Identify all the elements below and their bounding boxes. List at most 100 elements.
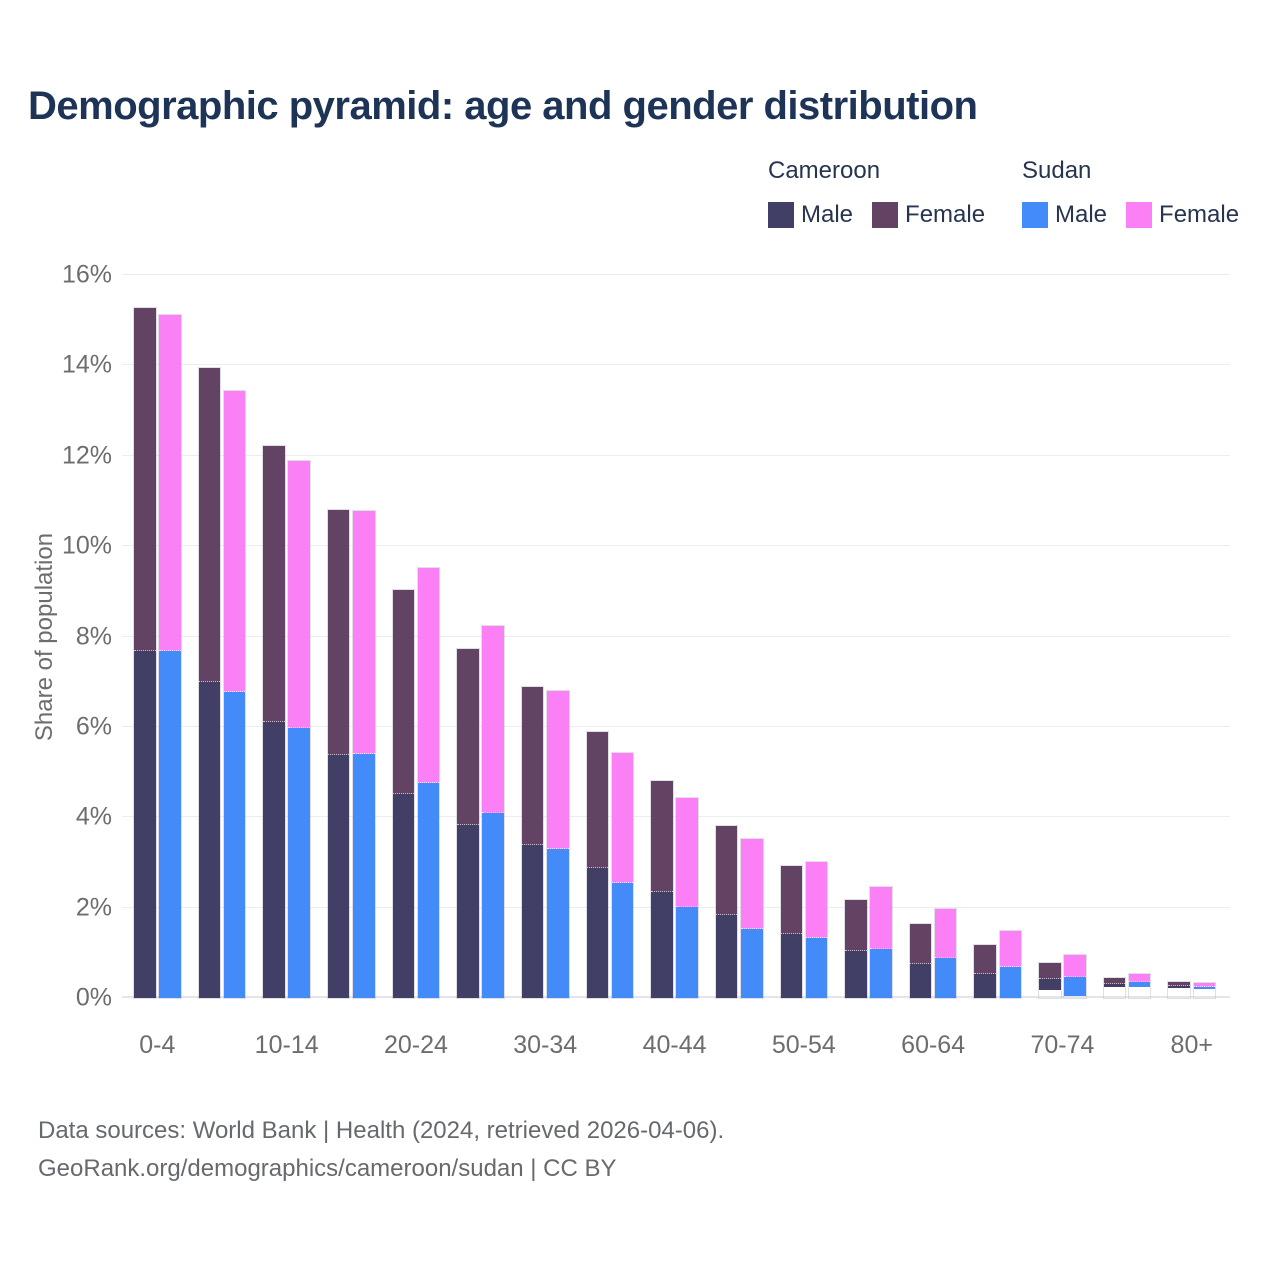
x-tick-label-40-44: 40-44 <box>642 1031 707 1059</box>
bar-group-50-54 <box>780 275 828 998</box>
segment-sudan-male <box>1193 986 1216 989</box>
segment-sudan-male <box>934 957 957 998</box>
x-tick-label-20-24: 20-24 <box>383 1031 448 1059</box>
segment-sudan-female <box>676 797 698 907</box>
x-tick-label-30-34: 30-34 <box>513 1031 578 1059</box>
segment-cameroon-female <box>845 899 867 951</box>
segment-sudan-male <box>741 928 763 998</box>
segment-sudan-male <box>353 753 375 998</box>
bar-sudan-65-69 <box>999 931 1022 998</box>
bar-cameroon-65-69 <box>974 945 996 998</box>
bar-group-35-39 <box>586 275 634 998</box>
segment-sudan-female <box>223 391 246 693</box>
y-axis-ticks: 0% 2% 4% 6% 8% 10% 12% 14% 16% <box>0 261 112 1012</box>
segment-sudan-female <box>482 625 504 814</box>
x-tick-label-80+: 80+ <box>1170 1031 1213 1059</box>
segment-cameroon-female <box>263 445 285 722</box>
segment-cameroon-male <box>780 933 802 998</box>
bar-cameroon-75-79 <box>1103 978 1126 998</box>
legend-header-cameroon: Cameroon <box>768 157 881 184</box>
segment-cameroon-female <box>198 367 221 683</box>
segment-sudan-female <box>999 931 1022 967</box>
segment-sudan-male <box>417 783 440 999</box>
bar-group-0-4 <box>134 275 181 998</box>
segment-sudan-male <box>805 937 828 998</box>
bar-sudan-40-44 <box>676 797 698 998</box>
bar-cameroon-55-59 <box>845 899 867 998</box>
bar-sudan-25-29 <box>482 625 504 998</box>
segment-sudan-male <box>1064 976 1086 996</box>
segment-cameroon-female <box>780 865 802 934</box>
bar-sudan-60-64 <box>934 909 957 998</box>
segment-sudan-female <box>870 886 892 949</box>
bar-cameroon-5-9 <box>198 367 221 998</box>
gridline <box>122 454 1230 456</box>
segment-cameroon-female <box>651 780 673 892</box>
gridline <box>122 906 1230 908</box>
gridline <box>122 364 1230 366</box>
bar-group-80+ <box>1168 275 1216 998</box>
footer-line-1: Data sources: World Bank | Health (2024,… <box>38 1117 725 1144</box>
legend-item-sudan-male: Male <box>1022 201 1107 229</box>
segment-sudan-male <box>159 650 181 998</box>
segment-cameroon-female <box>392 589 415 795</box>
y-tick-label: 14% <box>61 350 112 379</box>
y-tick-label: 4% <box>75 802 112 831</box>
bar-group-25-29 <box>457 275 504 998</box>
segment-sudan-female <box>1193 983 1216 987</box>
legend-label: Female <box>1159 201 1240 228</box>
legend-item-sudan-female: Female <box>1126 201 1239 229</box>
bar-group-20-24 <box>392 275 440 999</box>
segment-sudan-male <box>547 849 569 998</box>
x-tick-label-0-4: 0-4 <box>139 1031 176 1059</box>
segment-sudan-female <box>159 314 181 651</box>
bar-cameroon-35-39 <box>586 731 609 998</box>
legend-item-cameroon-female: Female <box>872 201 985 229</box>
legend-swatch-sudan-male <box>1022 202 1048 228</box>
segment-cameroon-male <box>974 973 996 998</box>
bar-sudan-35-39 <box>611 753 634 998</box>
segment-sudan-male <box>482 813 504 998</box>
bar-cameroon-25-29 <box>457 649 479 998</box>
bar-group-55-59 <box>845 275 892 998</box>
segment-sudan-male <box>1128 981 1151 988</box>
y-tick-label: 16% <box>61 260 112 289</box>
bar-group-60-64 <box>909 275 957 998</box>
legend-swatch-cameroon-female <box>872 202 899 228</box>
legend-group-cameroon: Cameroon Male Female <box>768 157 985 229</box>
legend-row-sudan: Male Female <box>1022 201 1239 229</box>
bar-cameroon-80+ <box>1168 982 1190 998</box>
segment-cameroon-male <box>521 845 544 998</box>
bar-cameroon-30-34 <box>521 687 544 998</box>
legend-label: Female <box>905 201 986 228</box>
segment-sudan-female <box>288 460 310 728</box>
segment-cameroon-male <box>715 914 738 998</box>
bar-group-15-19 <box>327 275 375 999</box>
bar-cameroon-60-64 <box>909 924 932 998</box>
segment-cameroon-male <box>457 824 479 998</box>
bar-cameroon-0-4 <box>134 307 156 998</box>
bar-group-75-79 <box>1103 275 1151 998</box>
bar-sudan-30-34 <box>547 690 569 998</box>
segment-cameroon-male <box>586 867 609 998</box>
y-tick-label: 6% <box>75 712 112 741</box>
segment-cameroon-female <box>1168 982 1190 987</box>
x-tick-label-10-14: 10-14 <box>254 1031 319 1059</box>
segment-cameroon-female <box>909 924 932 964</box>
bar-cameroon-20-24 <box>392 589 415 999</box>
segment-cameroon-male <box>1103 984 1126 988</box>
bar-cameroon-45-49 <box>715 826 738 998</box>
x-tick-label-70-74: 70-74 <box>1030 1031 1095 1059</box>
x-tick-label-60-64: 60-64 <box>901 1031 966 1059</box>
segment-cameroon-male <box>909 963 932 998</box>
footer: Data sources: World Bank | Health (2024,… <box>38 1112 724 1188</box>
bar-sudan-80+ <box>1193 983 1216 998</box>
legend-group-sudan: Sudan Male Female <box>1022 157 1239 229</box>
bar-sudan-0-4 <box>159 314 181 998</box>
segment-cameroon-female <box>457 649 479 825</box>
gridline <box>122 996 1230 998</box>
y-tick-label: 10% <box>61 531 112 560</box>
bar-group-65-69 <box>974 275 1022 998</box>
gridline <box>122 816 1230 818</box>
